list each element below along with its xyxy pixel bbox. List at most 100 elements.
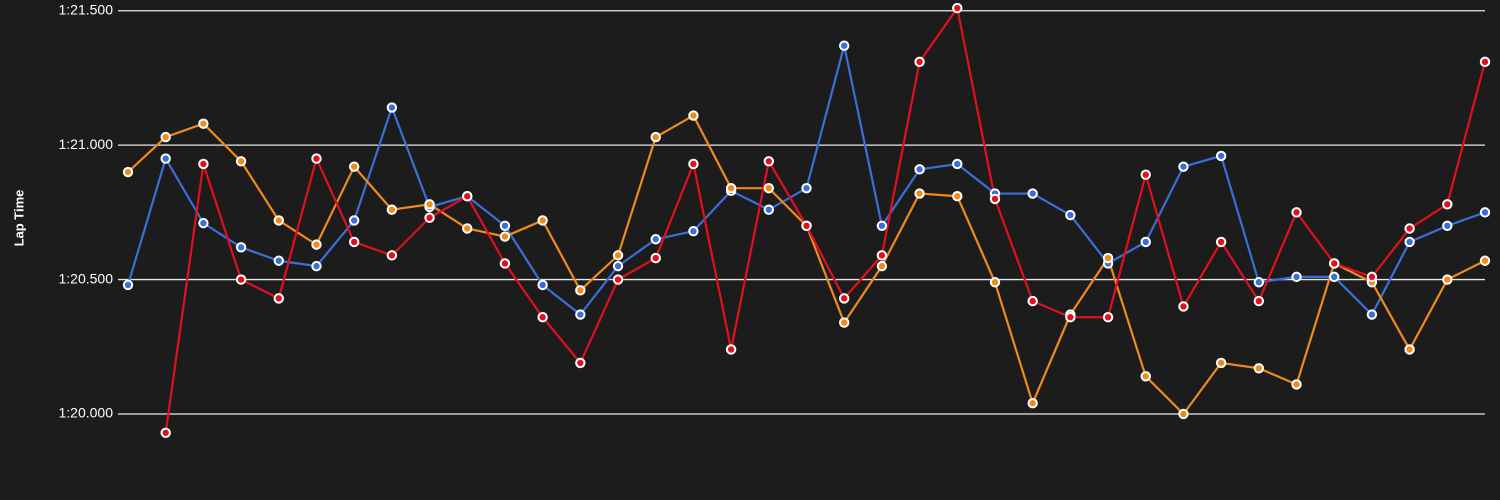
point-marker	[160, 131, 171, 143]
point-marker	[763, 156, 775, 167]
point-marker	[1140, 371, 1151, 382]
point-marker	[160, 153, 171, 164]
y-tick-label: 1:21.500	[59, 1, 114, 17]
point-marker	[914, 188, 925, 199]
point-marker	[1178, 408, 1189, 420]
point-marker	[1102, 312, 1114, 323]
point-marker	[160, 427, 171, 438]
point-marker	[1442, 274, 1453, 285]
point-marker	[688, 225, 699, 237]
y-tick-label: 1:20.000	[59, 405, 114, 421]
point-marker	[348, 215, 360, 226]
point-marker	[273, 215, 284, 226]
point-marker	[348, 236, 360, 248]
point-marker	[1329, 271, 1340, 283]
point-marker	[838, 40, 850, 51]
point-marker	[1215, 150, 1227, 162]
point-marker	[499, 220, 511, 232]
point-marker	[1404, 223, 1415, 234]
point-marker	[1366, 309, 1378, 320]
point-marker	[424, 199, 435, 210]
point-marker	[462, 223, 473, 234]
point-marker	[273, 293, 284, 304]
point-marker	[914, 164, 925, 175]
point-marker	[537, 312, 548, 323]
point-marker	[424, 212, 435, 223]
point-marker	[650, 252, 661, 264]
point-marker	[1479, 255, 1491, 266]
point-marker	[952, 191, 963, 202]
point-marker	[801, 182, 812, 194]
point-marker	[1442, 220, 1453, 232]
point-marker	[575, 309, 586, 320]
point-marker	[1291, 271, 1302, 283]
point-marker	[612, 260, 624, 272]
point-marker	[198, 118, 209, 129]
point-marker	[1102, 252, 1114, 264]
point-marker	[989, 193, 1001, 205]
point-marker	[386, 102, 398, 113]
point-marker	[311, 153, 322, 164]
point-marker	[1027, 188, 1038, 199]
point-marker	[1291, 207, 1302, 218]
point-marker	[1329, 258, 1340, 269]
point-marker	[122, 166, 134, 178]
point-marker	[311, 260, 322, 272]
point-marker	[725, 182, 737, 194]
point-marker	[1065, 209, 1076, 221]
point-marker	[876, 260, 888, 272]
point-marker	[311, 239, 322, 250]
point-marker	[801, 220, 812, 232]
point-marker	[688, 110, 699, 121]
y-tick-label: 1:21.000	[59, 136, 114, 152]
point-marker	[876, 220, 888, 232]
series-line	[164, 5, 1487, 433]
point-marker	[1253, 277, 1265, 288]
point-marker	[1404, 344, 1415, 355]
point-marker	[386, 204, 398, 215]
point-marker	[1027, 398, 1038, 409]
point-marker	[198, 158, 209, 170]
point-marker	[838, 317, 850, 328]
point-marker	[499, 231, 511, 242]
point-marker	[1253, 363, 1265, 374]
point-marker	[1140, 169, 1151, 180]
point-marker	[537, 279, 548, 291]
point-marker	[235, 156, 247, 167]
point-marker	[386, 250, 398, 261]
point-marker	[612, 274, 624, 285]
point-marker	[1404, 236, 1415, 248]
point-marker	[1366, 271, 1378, 283]
point-marker	[1065, 312, 1076, 323]
point-marker	[876, 250, 888, 261]
point-marker	[575, 285, 586, 296]
point-marker	[1479, 56, 1491, 68]
point-marker	[198, 217, 209, 229]
point-marker	[1291, 379, 1302, 390]
y-axis-label: Lap Time	[11, 190, 26, 247]
point-marker	[537, 215, 548, 226]
point-marker	[1178, 161, 1189, 172]
point-marker	[462, 191, 473, 202]
point-marker	[1479, 207, 1491, 218]
point-marker	[688, 158, 699, 170]
point-marker	[1215, 236, 1227, 248]
point-marker	[612, 250, 624, 261]
point-marker	[499, 258, 511, 269]
point-marker	[914, 56, 925, 68]
point-marker	[650, 234, 661, 245]
point-marker	[952, 2, 963, 14]
point-marker	[1027, 295, 1038, 307]
point-marker	[273, 255, 284, 266]
point-marker	[1215, 357, 1227, 369]
point-marker	[1178, 301, 1189, 312]
point-marker	[1140, 236, 1151, 248]
point-marker	[763, 204, 775, 215]
point-marker	[838, 293, 850, 304]
point-marker	[1253, 295, 1265, 307]
point-marker	[575, 357, 586, 369]
point-marker	[952, 158, 963, 170]
y-tick-label: 1:20.500	[59, 270, 114, 286]
